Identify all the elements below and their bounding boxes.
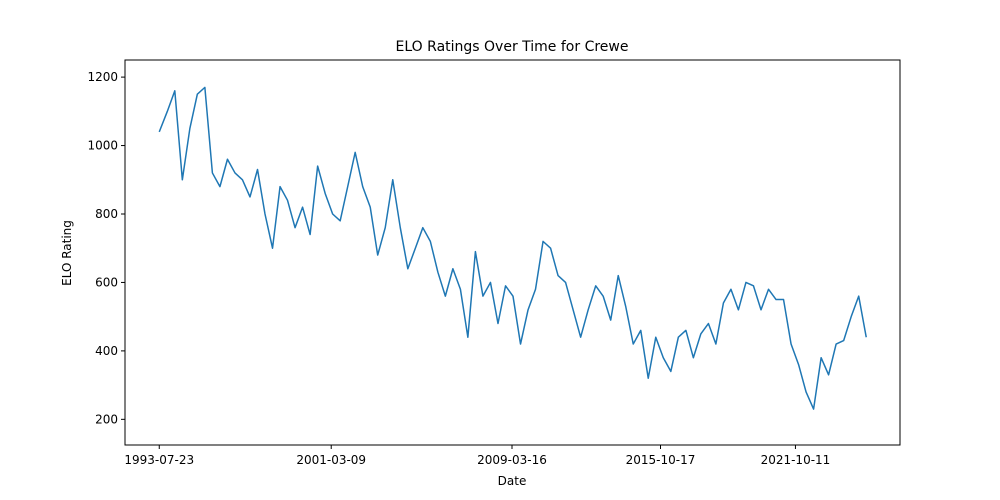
y-axis-label: ELO Rating [60, 220, 74, 286]
y-tick-label: 600 [95, 275, 118, 289]
y-tick-label: 1200 [87, 70, 118, 84]
data-line [158, 86, 867, 410]
y-tick-label: 200 [95, 412, 118, 426]
y-tick-label: 400 [95, 344, 118, 358]
x-tick-label: 2001-03-09 [296, 453, 366, 467]
x-tick-label: 1993-07-23 [124, 453, 194, 467]
x-tick-label: 2021-10-11 [761, 453, 831, 467]
y-tick-label: 800 [95, 207, 118, 221]
chart-title: ELO Ratings Over Time for Crewe [396, 39, 629, 55]
x-tick-label: 2015-10-17 [626, 453, 696, 467]
y-tick-label: 1000 [87, 139, 118, 153]
x-axis-label: Date [498, 474, 527, 488]
x-tick-label: 2009-03-16 [477, 453, 547, 467]
